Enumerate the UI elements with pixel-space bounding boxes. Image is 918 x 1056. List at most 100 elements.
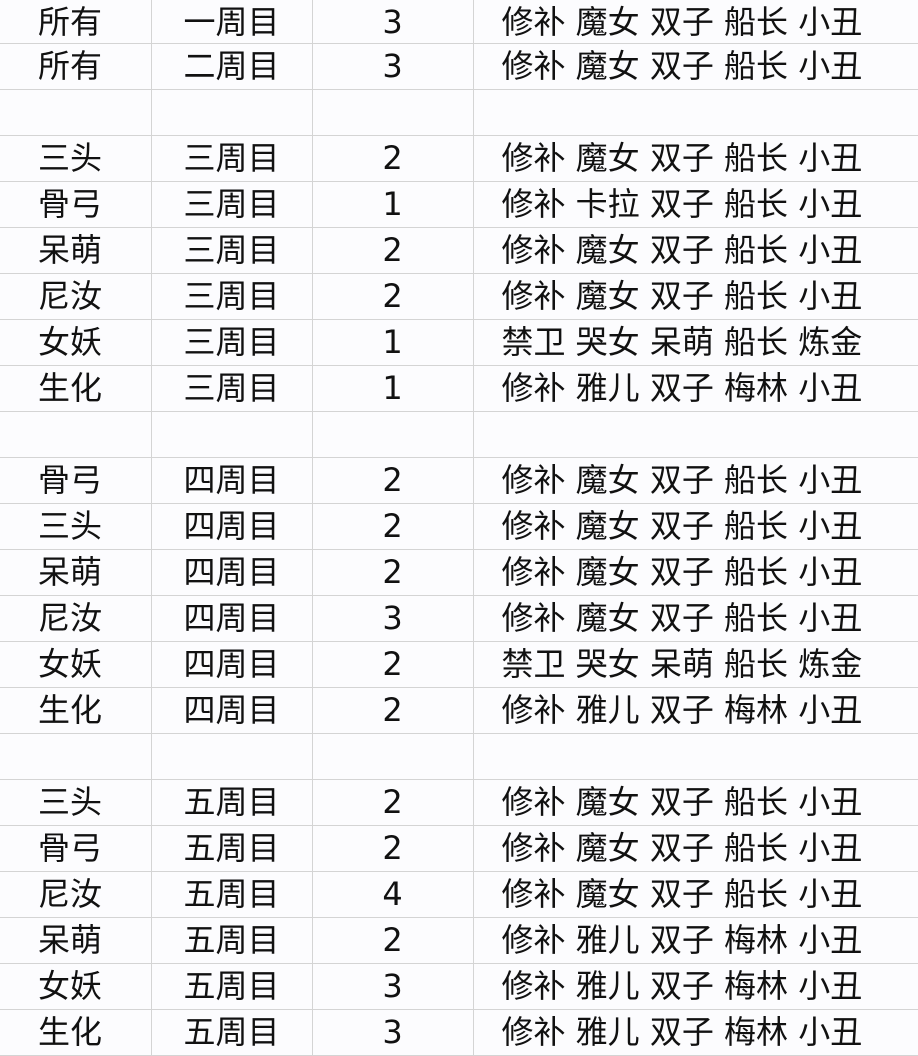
cell-team[interactable]: 修补 魔女 双子 船长 小丑 [473, 135, 918, 182]
cell-team[interactable]: 修补 魔女 双子 船长 小丑 [473, 871, 918, 918]
cell-hero[interactable]: 生化 [0, 687, 152, 734]
cell-count[interactable] [312, 89, 474, 136]
cell-team[interactable]: 禁卫 哭女 呆萌 船长 炼金 [473, 319, 918, 366]
table-row: 生化 三周目 1 修补 雅儿 双子 梅林 小丑 [0, 365, 918, 412]
cell-count[interactable]: 1 [312, 365, 474, 412]
cell-team[interactable]: 修补 魔女 双子 船长 小丑 [473, 549, 918, 596]
cell-count[interactable]: 2 [312, 549, 474, 596]
cell-hero[interactable]: 呆萌 [0, 917, 152, 964]
cell-team[interactable] [473, 733, 918, 780]
cell-hero[interactable]: 尼汝 [0, 595, 152, 642]
cell-week[interactable]: 三周目 [151, 365, 313, 412]
cell-hero[interactable] [0, 733, 152, 780]
cell-count[interactable]: 2 [312, 917, 474, 964]
cell-hero[interactable] [0, 89, 152, 136]
cell-week[interactable]: 四周目 [151, 595, 313, 642]
cell-week[interactable]: 三周目 [151, 135, 313, 182]
cell-team[interactable] [473, 411, 918, 458]
cell-hero[interactable]: 生化 [0, 365, 152, 412]
cell-team[interactable]: 修补 雅儿 双子 梅林 小丑 [473, 1009, 918, 1056]
cell-week[interactable] [151, 733, 313, 780]
cell-week[interactable]: 四周目 [151, 503, 313, 550]
table-row: 所有 一周目 3 修补 魔女 双子 船长 小丑 [0, 0, 918, 44]
cell-week[interactable]: 四周目 [151, 549, 313, 596]
cell-week[interactable] [151, 89, 313, 136]
cell-hero[interactable]: 三头 [0, 503, 152, 550]
table-row [0, 411, 918, 458]
cell-count[interactable]: 2 [312, 135, 474, 182]
cell-count[interactable]: 3 [312, 43, 474, 90]
cell-hero[interactable]: 尼汝 [0, 273, 152, 320]
cell-week[interactable]: 一周目 [151, 0, 313, 44]
cell-count[interactable]: 2 [312, 273, 474, 320]
cell-team[interactable] [473, 89, 918, 136]
cell-week[interactable]: 四周目 [151, 457, 313, 504]
cell-week[interactable]: 五周目 [151, 1009, 313, 1056]
cell-team[interactable]: 修补 魔女 双子 船长 小丑 [473, 503, 918, 550]
cell-team[interactable]: 修补 雅儿 双子 梅林 小丑 [473, 687, 918, 734]
table-row: 尼汝 四周目 3 修补 魔女 双子 船长 小丑 [0, 595, 918, 642]
cell-hero[interactable]: 呆萌 [0, 227, 152, 274]
cell-count[interactable]: 2 [312, 227, 474, 274]
cell-count[interactable] [312, 411, 474, 458]
cell-count[interactable]: 3 [312, 0, 474, 44]
cell-team[interactable]: 修补 卡拉 双子 船长 小丑 [473, 181, 918, 228]
cell-team[interactable]: 修补 魔女 双子 船长 小丑 [473, 43, 918, 90]
cell-count[interactable]: 2 [312, 503, 474, 550]
cell-hero[interactable]: 骨弓 [0, 825, 152, 872]
cell-week[interactable]: 五周目 [151, 871, 313, 918]
cell-hero[interactable]: 生化 [0, 1009, 152, 1056]
cell-team[interactable]: 修补 魔女 双子 船长 小丑 [473, 273, 918, 320]
cell-team[interactable]: 修补 魔女 双子 船长 小丑 [473, 825, 918, 872]
cell-team[interactable]: 修补 魔女 双子 船长 小丑 [473, 779, 918, 826]
table-row [0, 89, 918, 136]
cell-hero[interactable]: 三头 [0, 779, 152, 826]
cell-hero[interactable]: 女妖 [0, 963, 152, 1010]
cell-team[interactable]: 修补 魔女 双子 船长 小丑 [473, 595, 918, 642]
cell-count[interactable]: 4 [312, 871, 474, 918]
cell-team[interactable]: 修补 雅儿 双子 梅林 小丑 [473, 365, 918, 412]
cell-team[interactable]: 修补 雅儿 双子 梅林 小丑 [473, 963, 918, 1010]
cell-count[interactable]: 3 [312, 1009, 474, 1056]
cell-week[interactable]: 五周目 [151, 963, 313, 1010]
cell-week[interactable]: 五周目 [151, 825, 313, 872]
cell-count[interactable]: 2 [312, 779, 474, 826]
cell-count[interactable]: 3 [312, 963, 474, 1010]
cell-week[interactable]: 三周目 [151, 181, 313, 228]
cell-week[interactable]: 三周目 [151, 319, 313, 366]
cell-hero[interactable]: 呆萌 [0, 549, 152, 596]
cell-hero[interactable]: 三头 [0, 135, 152, 182]
cell-week[interactable]: 四周目 [151, 641, 313, 688]
cell-hero[interactable]: 所有 [0, 0, 152, 44]
cell-hero[interactable] [0, 411, 152, 458]
cell-count[interactable]: 2 [312, 825, 474, 872]
cell-hero[interactable]: 女妖 [0, 319, 152, 366]
cell-team[interactable]: 修补 魔女 双子 船长 小丑 [473, 457, 918, 504]
cell-count[interactable]: 3 [312, 595, 474, 642]
cell-team[interactable]: 修补 魔女 双子 船长 小丑 [473, 0, 918, 44]
table-row: 三头 四周目 2 修补 魔女 双子 船长 小丑 [0, 503, 918, 550]
cell-count[interactable]: 2 [312, 457, 474, 504]
cell-week[interactable]: 三周目 [151, 227, 313, 274]
cell-team[interactable]: 修补 魔女 双子 船长 小丑 [473, 227, 918, 274]
cell-hero[interactable]: 骨弓 [0, 181, 152, 228]
cell-week[interactable]: 四周目 [151, 687, 313, 734]
cell-count[interactable]: 1 [312, 319, 474, 366]
cell-week[interactable]: 五周目 [151, 917, 313, 964]
cell-week[interactable] [151, 411, 313, 458]
cell-week[interactable]: 三周目 [151, 273, 313, 320]
cell-count[interactable] [312, 733, 474, 780]
cell-hero[interactable]: 骨弓 [0, 457, 152, 504]
cell-hero[interactable]: 尼汝 [0, 871, 152, 918]
cell-team[interactable]: 修补 雅儿 双子 梅林 小丑 [473, 917, 918, 964]
cell-team[interactable]: 禁卫 哭女 呆萌 船长 炼金 [473, 641, 918, 688]
cell-count[interactable]: 2 [312, 641, 474, 688]
cell-hero[interactable]: 所有 [0, 43, 152, 90]
cell-week[interactable]: 二周目 [151, 43, 313, 90]
cell-week[interactable]: 五周目 [151, 779, 313, 826]
cell-hero[interactable]: 女妖 [0, 641, 152, 688]
cell-count[interactable]: 2 [312, 687, 474, 734]
cell-count[interactable]: 1 [312, 181, 474, 228]
table-row [0, 733, 918, 780]
